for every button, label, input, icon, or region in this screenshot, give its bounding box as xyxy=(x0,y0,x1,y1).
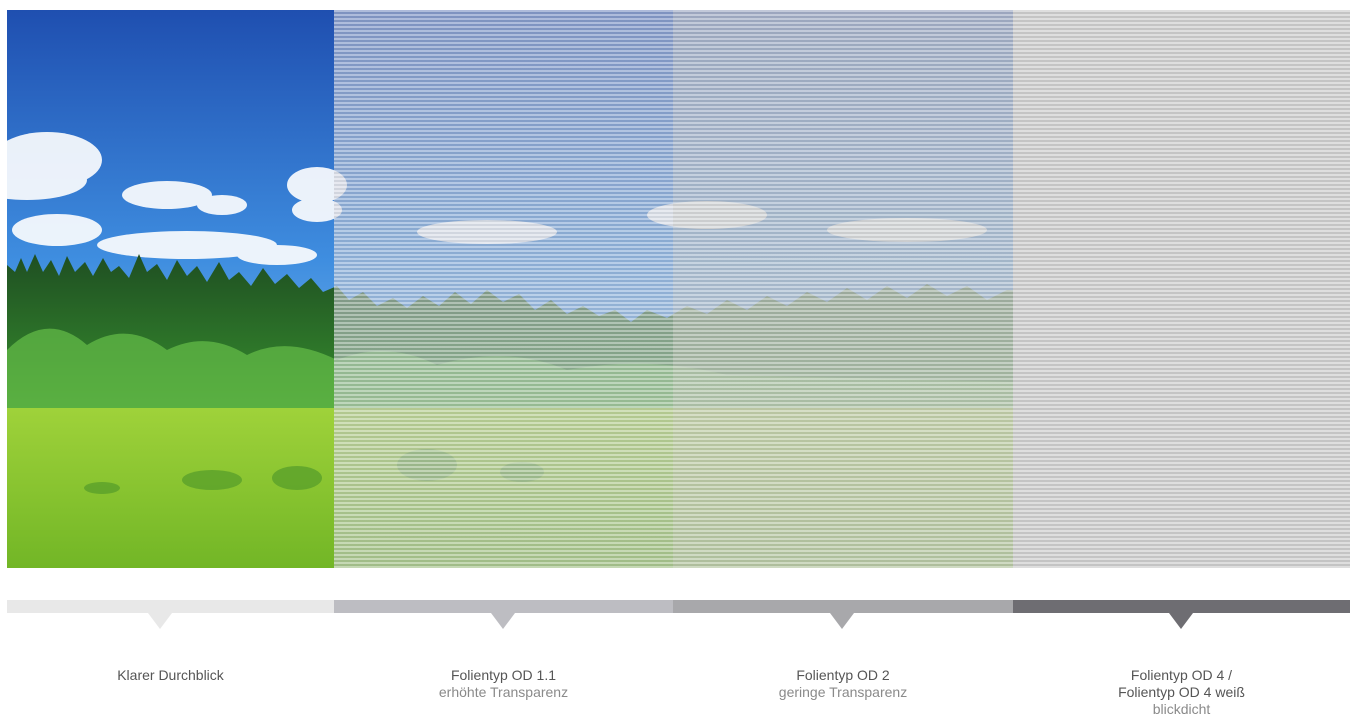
label-od-1-1-subtitle: erhöhte Transparenz xyxy=(438,684,569,700)
label-od-1-1-title: Folientyp OD 1.1 xyxy=(450,667,557,683)
pointer-od-4 xyxy=(1169,613,1193,629)
label-od-4: Folientyp OD 4 / Folientyp OD 4 weiß bli… xyxy=(1013,667,1350,718)
label-od-4-subtitle: blickdicht xyxy=(1152,701,1211,717)
pointer-clear xyxy=(148,613,172,629)
pointer-od-1-1 xyxy=(491,613,515,629)
panel-od-4 xyxy=(1013,10,1350,568)
landscape-photo xyxy=(7,10,1350,568)
label-clear-title: Klarer Durchblick xyxy=(117,667,224,683)
indicator-bar-od-1-1 xyxy=(334,600,673,613)
label-od-1-1: Folientyp OD 1.1 erhöhte Transparenz xyxy=(334,667,673,701)
indicator-bar-clear xyxy=(7,600,334,613)
indicator-bar-od-4 xyxy=(1013,600,1350,613)
panel-od-2 xyxy=(673,10,1013,568)
panel-clear xyxy=(7,10,334,568)
panel-od-1-1 xyxy=(334,10,673,568)
label-od-2-title: Folientyp OD 2 xyxy=(796,667,890,683)
label-od-4-title-line2: Folientyp OD 4 weiß xyxy=(1118,684,1245,700)
indicator-bar-od-2 xyxy=(673,600,1013,613)
label-od-4-title: Folientyp OD 4 / xyxy=(1130,667,1233,683)
label-od-2: Folientyp OD 2 geringe Transparenz xyxy=(673,667,1013,701)
label-od-2-subtitle: geringe Transparenz xyxy=(778,684,908,700)
label-clear: Klarer Durchblick xyxy=(7,667,334,684)
pointer-od-2 xyxy=(830,613,854,629)
